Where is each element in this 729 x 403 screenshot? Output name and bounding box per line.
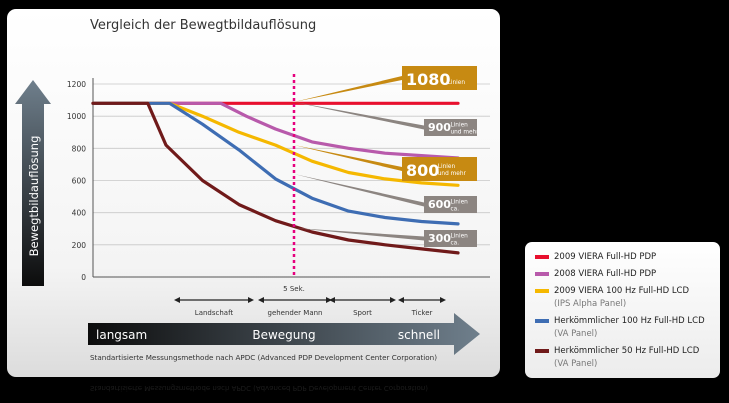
legend-item: 2008 VIERA Full-HD PDP xyxy=(535,269,656,279)
legend-swatch xyxy=(535,318,549,323)
callout-value: 1080 xyxy=(406,70,451,89)
callout-pointer xyxy=(294,228,424,241)
callout-value: 800 xyxy=(406,161,439,180)
callout-pointer xyxy=(294,145,402,171)
callout-box xyxy=(424,119,477,136)
callout-pointer xyxy=(294,102,424,130)
chart-title: Vergleich der Bewegtbildauflösung xyxy=(90,18,317,33)
speed-label-left: langsam xyxy=(96,328,147,342)
range-arrow-left xyxy=(398,297,404,303)
callout-value: 300 xyxy=(428,232,451,245)
range-arrow-right xyxy=(440,297,446,303)
callout-value: 600 xyxy=(428,198,451,211)
legend-item: Herkömmlicher 50 Hz Full-HD LCD (VA Panel… xyxy=(535,346,699,369)
legend-sublabel: (IPS Alpha Panel) xyxy=(554,299,627,309)
callout-unit: Linien xyxy=(448,80,466,86)
callout-unit: ca. xyxy=(450,207,459,213)
speed-arrow xyxy=(88,313,480,355)
y-tick-label: 1000 xyxy=(67,112,86,121)
callout-pointer xyxy=(294,76,402,102)
legend-item: 2009 VIERA 100 Hz Full-HD LCD (IPS Alpha … xyxy=(535,286,689,309)
legend-label: 2008 VIERA Full-HD PDP xyxy=(554,269,657,279)
callout-box xyxy=(402,66,477,90)
legend-sublabel: (VA Panel) xyxy=(554,329,598,339)
range-arrow-right xyxy=(248,297,254,303)
range-label: Ticker xyxy=(411,309,433,317)
y-axis-label: Bewegtbildauflösung xyxy=(27,136,41,257)
speed-label-right: schnell xyxy=(398,328,440,342)
legend-label: Herkömmlicher 100 Hz Full-HD LCD xyxy=(554,316,705,326)
legend-sublabel: (VA Panel) xyxy=(554,359,598,369)
range-label: gehender Mann xyxy=(268,309,323,317)
footnote-reflection: Standartisierte Messungsmethode nach APD… xyxy=(90,384,428,392)
callout-box xyxy=(424,230,477,247)
legend-swatch xyxy=(535,288,549,293)
range-label: Sport xyxy=(353,309,372,317)
callout-unit: ca. xyxy=(450,241,459,247)
legend-swatch xyxy=(535,348,549,353)
legend-label: 2009 VIERA Full-HD PDP xyxy=(554,252,657,262)
callout-unit: Linien xyxy=(438,164,456,170)
y-tick-label: 0 xyxy=(81,273,86,282)
y-tick-label: 1200 xyxy=(67,80,86,89)
range-arrow-left xyxy=(329,297,335,303)
legend-label: 2009 VIERA 100 Hz Full-HD LCD xyxy=(554,286,690,296)
series-line-5 xyxy=(91,101,460,255)
callout-unit: und mehr xyxy=(438,171,467,177)
footnote: Standartisierte Messungsmethode nach APD… xyxy=(90,353,437,362)
y-tick-label: 200 xyxy=(72,241,87,250)
speed-label-center: Bewegung xyxy=(252,328,315,342)
legend-item: 2009 VIERA Full-HD PDP xyxy=(535,252,656,262)
callout-pointer xyxy=(294,174,424,207)
legend-label: Herkömmlicher 50 Hz Full-HD LCD xyxy=(554,346,700,356)
y-tick-label: 800 xyxy=(72,144,87,153)
legend-swatch xyxy=(535,271,549,276)
callout-unit: Linien xyxy=(450,123,468,129)
callout-unit: Linien xyxy=(450,234,468,240)
range-arrow-left xyxy=(174,297,180,303)
callout-box xyxy=(402,157,477,181)
callout-unit: Linien xyxy=(450,200,468,206)
range-label: Landschaft xyxy=(195,309,234,317)
series-line-2 xyxy=(91,101,460,160)
callout-value: 900 xyxy=(428,121,451,134)
legend-swatch xyxy=(535,254,549,259)
y-arrow xyxy=(15,80,51,286)
y-tick-label: 400 xyxy=(72,209,87,218)
callout-box xyxy=(424,196,477,213)
range-arrow-right xyxy=(390,297,396,303)
marker-label: 5 Sek. xyxy=(283,285,305,293)
legend-item: Herkömmlicher 100 Hz Full-HD LCD (VA Pane… xyxy=(535,316,705,339)
y-tick-label: 600 xyxy=(72,177,87,186)
range-arrow-left xyxy=(258,297,264,303)
callout-unit: und mehr xyxy=(450,130,479,136)
legend: 2009 VIERA Full-HD PDP 2008 VIERA Full-HD… xyxy=(525,242,720,378)
